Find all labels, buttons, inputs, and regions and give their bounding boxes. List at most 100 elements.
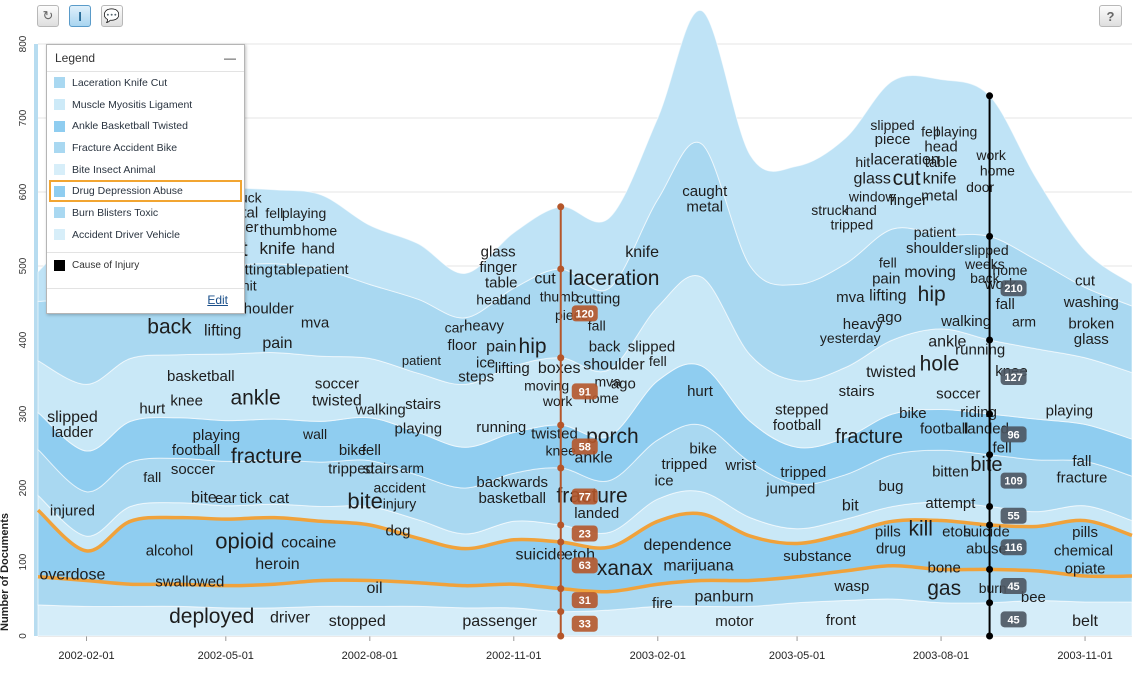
keyword-label: bite <box>970 454 1002 476</box>
keyword-label: work <box>542 393 574 409</box>
keyword-label: running <box>955 341 1005 358</box>
legend-edit-link[interactable]: Edit <box>207 293 228 307</box>
x-tick-label: 2003-08-01 <box>913 650 969 662</box>
marker-dot <box>986 521 994 529</box>
legend-cause-item[interactable]: Cause of Injury <box>47 253 244 279</box>
keyword-label: mva <box>301 315 330 332</box>
keyword-label: pills <box>875 523 901 540</box>
keyword-label: walking <box>940 313 991 330</box>
keyword-label: ladder <box>52 424 94 441</box>
keyword-label: bite <box>347 489 382 514</box>
keyword-label: shoulder <box>906 240 964 257</box>
legend-item[interactable]: Drug Depression Abuse <box>49 180 242 203</box>
comment-button[interactable]: 💬 <box>101 5 123 27</box>
keyword-label: bike <box>899 405 927 422</box>
keyword-label: overdose <box>40 567 106 584</box>
marker-dot <box>557 421 565 429</box>
legend-item-label: Drug Depression Abuse <box>72 185 183 198</box>
keyword-label: laceration <box>568 267 659 290</box>
keyword-label: table <box>485 275 518 292</box>
keyword-label: cut <box>534 271 556 288</box>
keyword-label: bike <box>689 440 717 457</box>
legend-item[interactable]: Muscle Myositis Ligament <box>47 94 244 116</box>
keyword-label: cutting <box>576 290 620 307</box>
keyword-label: tripped <box>780 464 826 481</box>
keyword-label: caught <box>682 183 728 200</box>
marker-badge-label: 116 <box>1005 542 1023 554</box>
keyword-label: pain <box>262 335 292 352</box>
keyword-label: floor <box>448 337 477 354</box>
keyword-label: backwards <box>476 474 548 491</box>
keyword-label: fell <box>993 440 1012 457</box>
keyword-label: fracture <box>231 445 302 468</box>
keyword-label: table <box>925 154 958 171</box>
keyword-label: back <box>589 338 621 355</box>
keyword-label: basketball <box>167 368 235 385</box>
legend-swatch <box>54 77 65 89</box>
marker-badge-label: 31 <box>579 595 591 607</box>
keyword-label: back <box>147 316 192 339</box>
keyword-label: swallowed <box>155 574 224 591</box>
y-tick-label: 800 <box>18 35 29 52</box>
keyword-label: home <box>980 163 1015 179</box>
y-tick-label: 400 <box>18 331 29 348</box>
keyword-label: injured <box>50 503 95 520</box>
keyword-label: fell <box>879 254 897 270</box>
keyword-label: bite <box>191 490 217 507</box>
keyword-label: shoulder <box>236 301 294 318</box>
legend-item-label: Fracture Accident Bike <box>72 141 178 154</box>
keyword-label: hip <box>918 283 946 306</box>
y-tick-label: 700 <box>18 109 29 126</box>
keyword-label: twisted <box>312 393 362 410</box>
keyword-label: window <box>848 189 897 205</box>
marker-dot <box>557 632 565 640</box>
keyword-label: oil <box>366 580 382 597</box>
keyword-label: substance <box>783 548 851 565</box>
keyword-label: ago <box>611 375 636 392</box>
x-tick-label: 2002-05-01 <box>198 650 254 662</box>
y-tick-label: 500 <box>18 257 29 274</box>
legend-swatch <box>54 99 65 111</box>
text-cursor-button[interactable]: I <box>69 5 91 27</box>
keyword-label: metal <box>921 187 958 204</box>
keyword-label: basketball <box>478 490 546 507</box>
keyword-label: lifting <box>204 322 241 339</box>
stream-layers <box>37 10 1133 637</box>
marker-dot <box>986 336 994 344</box>
marker-badge <box>1000 539 1027 556</box>
keyword-label: belt <box>1072 613 1098 630</box>
marker-dot <box>986 599 994 607</box>
legend-item-label: Ankle Basketball Twisted <box>72 120 188 133</box>
legend-item[interactable]: Bite Insect Animal <box>47 159 244 181</box>
legend-collapse-button[interactable]: — <box>224 51 236 65</box>
legend-item[interactable]: Burn Blisters Toxic <box>47 202 244 224</box>
time-markers[interactable]: 33 31 63 23 77 58 91 120 45 45 116 55 109 96 127 210 <box>557 92 1027 640</box>
legend-item[interactable]: Accident Driver Vehicle <box>47 224 244 246</box>
legend-item[interactable]: Laceration Knife Cut <box>47 72 244 94</box>
axes: Number of Documents 0 100 200 300 400 500 600 7… <box>0 35 1113 662</box>
keyword-label: head <box>476 291 507 307</box>
keyword-label: abuse <box>966 540 1007 557</box>
keyword-label: hurt <box>139 401 166 418</box>
keyword-label: fall <box>143 469 161 485</box>
keyword-label: heavy <box>464 318 505 335</box>
marker-dot <box>557 265 565 273</box>
highlight-boundary <box>37 563 1133 594</box>
refresh-button[interactable]: ↻ <box>37 5 59 27</box>
marker-badge-label: 109 <box>1004 476 1022 488</box>
legend-item[interactable]: Fracture Accident Bike <box>47 137 244 159</box>
keyword-label: marijuana <box>663 558 733 575</box>
keyword-label: slipped <box>964 242 1008 258</box>
legend-swatch <box>54 164 65 176</box>
legend-item[interactable]: Ankle Basketball Twisted <box>47 115 244 137</box>
keyword-label: steps <box>458 369 494 386</box>
keyword-label: tripped <box>328 460 374 477</box>
keyword-label: fall <box>1072 453 1091 470</box>
keyword-label: mva <box>594 374 621 390</box>
keyword-label: finger <box>479 259 517 276</box>
help-button[interactable]: ? <box>1099 5 1122 27</box>
keyword-label: patient <box>402 353 441 368</box>
marker-badge-label: 33 <box>579 619 591 631</box>
keyword-label: dependence <box>643 537 731 554</box>
legend-item-label: Muscle Myositis Ligament <box>72 98 193 111</box>
